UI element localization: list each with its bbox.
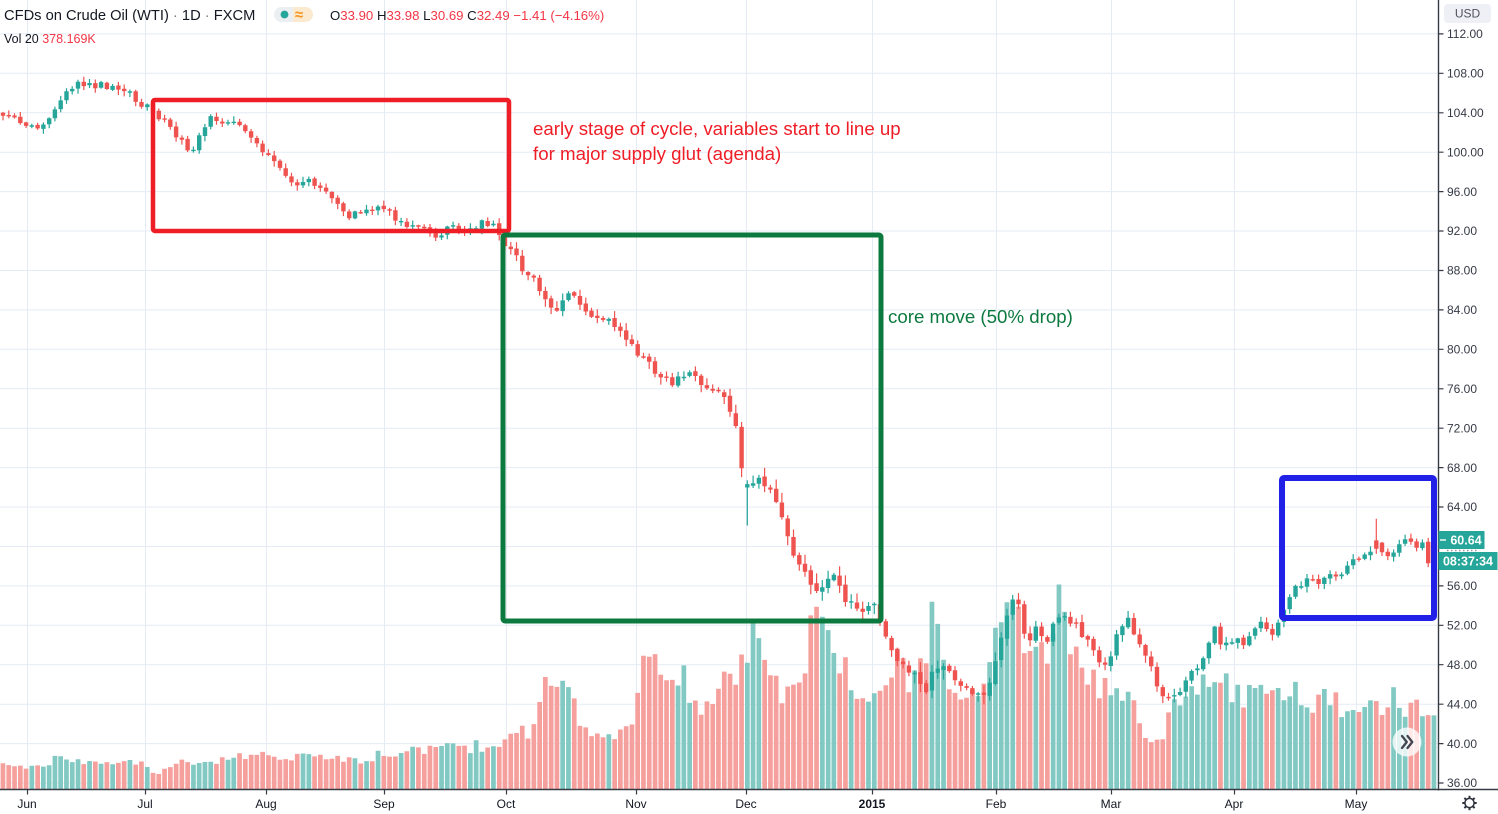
svg-text:≈: ≈ [295,7,303,24]
svg-text:for major supply glut (agenda): for major supply glut (agenda) [533,143,781,164]
svg-text:80.00: 80.00 [1447,343,1477,357]
svg-text:112.00: 112.00 [1447,27,1483,41]
svg-text:CFDs on Crude Oil (WTI) · 1D ·: CFDs on Crude Oil (WTI) · 1D · FXCM [4,8,255,24]
svg-text:52.00: 52.00 [1447,619,1477,633]
svg-text:Apr: Apr [1225,797,1244,811]
svg-text:2015: 2015 [859,797,886,811]
svg-text:Feb: Feb [986,797,1007,811]
svg-text:Aug: Aug [255,797,276,811]
svg-text:76.00: 76.00 [1447,382,1477,396]
svg-text:USD: USD [1455,7,1481,21]
svg-text:88.00: 88.00 [1447,264,1477,278]
svg-text:Sep: Sep [373,797,395,811]
svg-text:56.00: 56.00 [1447,579,1477,593]
svg-text:64.00: 64.00 [1447,500,1477,514]
svg-text:48.00: 48.00 [1447,658,1477,672]
svg-text:72.00: 72.00 [1447,421,1477,435]
svg-text:40.00: 40.00 [1447,737,1477,751]
svg-text:60.64: 60.64 [1450,534,1481,548]
svg-text:Mar: Mar [1101,797,1122,811]
svg-text:Jul: Jul [137,797,152,811]
svg-text:92.00: 92.00 [1447,224,1477,238]
svg-text:core move (50% drop): core move (50% drop) [888,306,1073,327]
svg-text:May: May [1345,797,1368,811]
svg-text:96.00: 96.00 [1447,185,1477,199]
svg-text:104.00: 104.00 [1447,106,1484,120]
svg-text:Oct: Oct [497,797,516,811]
svg-text:68.00: 68.00 [1447,461,1477,475]
svg-text:44.00: 44.00 [1447,697,1477,711]
svg-text:36.00: 36.00 [1447,776,1477,790]
svg-text:Nov: Nov [625,797,646,811]
svg-text:108.00: 108.00 [1447,67,1484,81]
svg-text:O33.90 H33.98 L30.69 C32.49 −1: O33.90 H33.98 L30.69 C32.49 −1.41 (−4.16… [330,8,604,23]
svg-text:08:37:34: 08:37:34 [1443,555,1493,569]
svg-text:early stage of cycle, variable: early stage of cycle, variables start to… [533,118,901,139]
svg-text:Vol 20 378.169K: Vol 20 378.169K [4,32,96,46]
svg-text:Jun: Jun [17,797,36,811]
svg-text:Dec: Dec [735,797,756,811]
svg-text:100.00: 100.00 [1447,145,1484,159]
svg-text:84.00: 84.00 [1447,303,1477,317]
